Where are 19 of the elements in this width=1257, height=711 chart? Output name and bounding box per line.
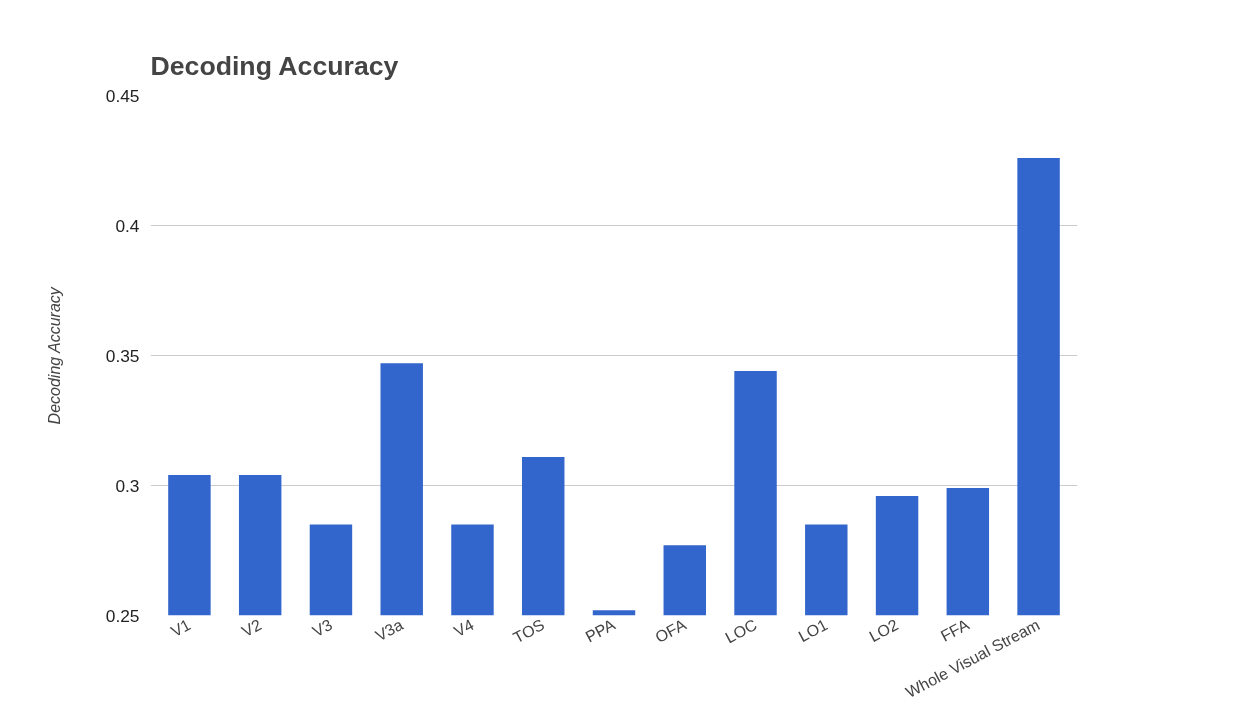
x-tick-label: V4 bbox=[451, 615, 477, 641]
x-tick-label: V1 bbox=[168, 615, 194, 641]
y-tick-label: 0.35 bbox=[105, 345, 140, 366]
x-tick-label: TOS bbox=[510, 616, 548, 647]
x-tick-label: V2 bbox=[238, 615, 265, 641]
x-tick-label: OFA bbox=[652, 615, 690, 647]
x-tick-label: LO1 bbox=[795, 615, 831, 646]
x-tick-label: PPA bbox=[582, 615, 619, 646]
y-tick-label: 0.3 bbox=[115, 475, 140, 496]
y-tick-label: 0.25 bbox=[105, 605, 140, 626]
y-tick-label: 0.45 bbox=[105, 85, 140, 106]
y-tick-label: 0.4 bbox=[115, 215, 140, 236]
x-tick-label: LOC bbox=[722, 616, 760, 647]
y-axis-title: Decoding Accuracy bbox=[45, 286, 63, 425]
x-tick-label: V3a bbox=[372, 615, 406, 645]
x-tick-label: FFA bbox=[937, 615, 973, 645]
x-tick-label: V3 bbox=[309, 615, 336, 641]
chart-title: Decoding Accuracy bbox=[150, 50, 399, 81]
x-tick-label: LO2 bbox=[866, 615, 902, 646]
